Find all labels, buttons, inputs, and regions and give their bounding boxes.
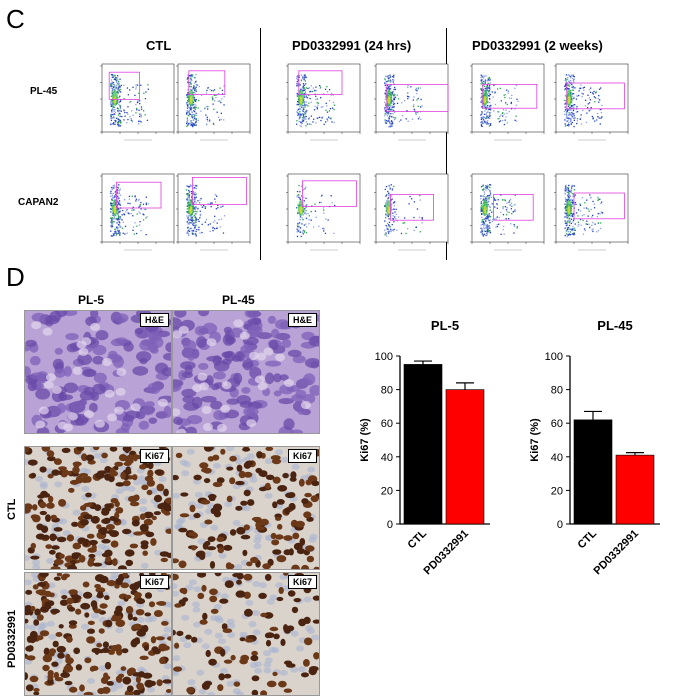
flow-plot [100,173,175,251]
flow-plot [470,63,545,141]
bar [615,454,655,525]
group-title-24h: PD0332991 (24 hrs) [292,38,412,53]
stain-label: Ki67 [139,575,169,589]
y-tick-label: 80 [551,385,563,397]
row-label-pd0332991: PD0332991 [6,609,18,668]
y-tick-label: 100 [375,351,393,363]
histology-image: Ki67 [172,446,320,570]
chart-title: PL-45 [597,318,632,333]
y-tick-label: 0 [387,519,393,531]
category-label: PD0332991 [422,528,472,578]
flow-plot [374,63,449,141]
group-title-ctl: CTL [146,38,172,53]
panel-c-letter: C [6,4,25,34]
stain-label: Ki67 [287,449,317,463]
row-label-pl45: PL-45 [30,86,58,97]
flow-plot [286,63,361,141]
y-tick-label: 20 [381,485,393,497]
bar [445,389,485,525]
column-head-pl5: PL-5 [78,293,105,307]
flow-plot [470,173,545,251]
y-axis-label: Ki67 (%) [529,418,541,462]
y-tick-label: 0 [557,519,563,531]
row-label-capan2: CAPAN2 [18,197,59,208]
histology-image: H&E [24,310,172,434]
histology-image: Ki67 [172,572,320,696]
histology-image: Ki67 [24,572,172,696]
group-title-2w: PD0332991 (2 weeks) [472,38,603,53]
histology-image: Ki67 [24,446,172,570]
panel-d-letter: D [6,262,25,292]
bar [573,419,613,525]
y-tick-label: 60 [551,418,563,430]
stain-label: Ki67 [139,449,169,463]
category-label: CTL [406,527,430,551]
flow-plot [554,173,629,251]
y-tick-label: 40 [381,452,393,464]
y-tick-label: 20 [551,485,563,497]
y-tick-label: 60 [381,418,393,430]
stain-label: H&E [287,313,317,327]
flow-plot [176,63,251,141]
bar [403,364,443,525]
flow-plot [100,63,175,141]
chart-title: PL-5 [431,318,459,333]
flow-plot [554,63,629,141]
divider-1 [260,28,261,260]
flow-plot [286,173,361,251]
row-label-ctl: CTL [6,498,18,520]
stain-label: Ki67 [287,575,317,589]
column-head-pl45: PL-45 [222,293,255,307]
flow-plot [374,173,449,251]
histology-image: H&E [172,310,320,434]
y-axis-label: Ki67 (%) [359,418,371,462]
stain-label: H&E [139,313,169,327]
category-label: CTL [576,527,600,551]
y-tick-label: 100 [545,351,563,363]
flow-plot [176,173,251,251]
y-tick-label: 80 [381,385,393,397]
divider-2 [446,28,447,260]
category-label: PD0332991 [592,528,642,578]
y-tick-label: 40 [551,452,563,464]
